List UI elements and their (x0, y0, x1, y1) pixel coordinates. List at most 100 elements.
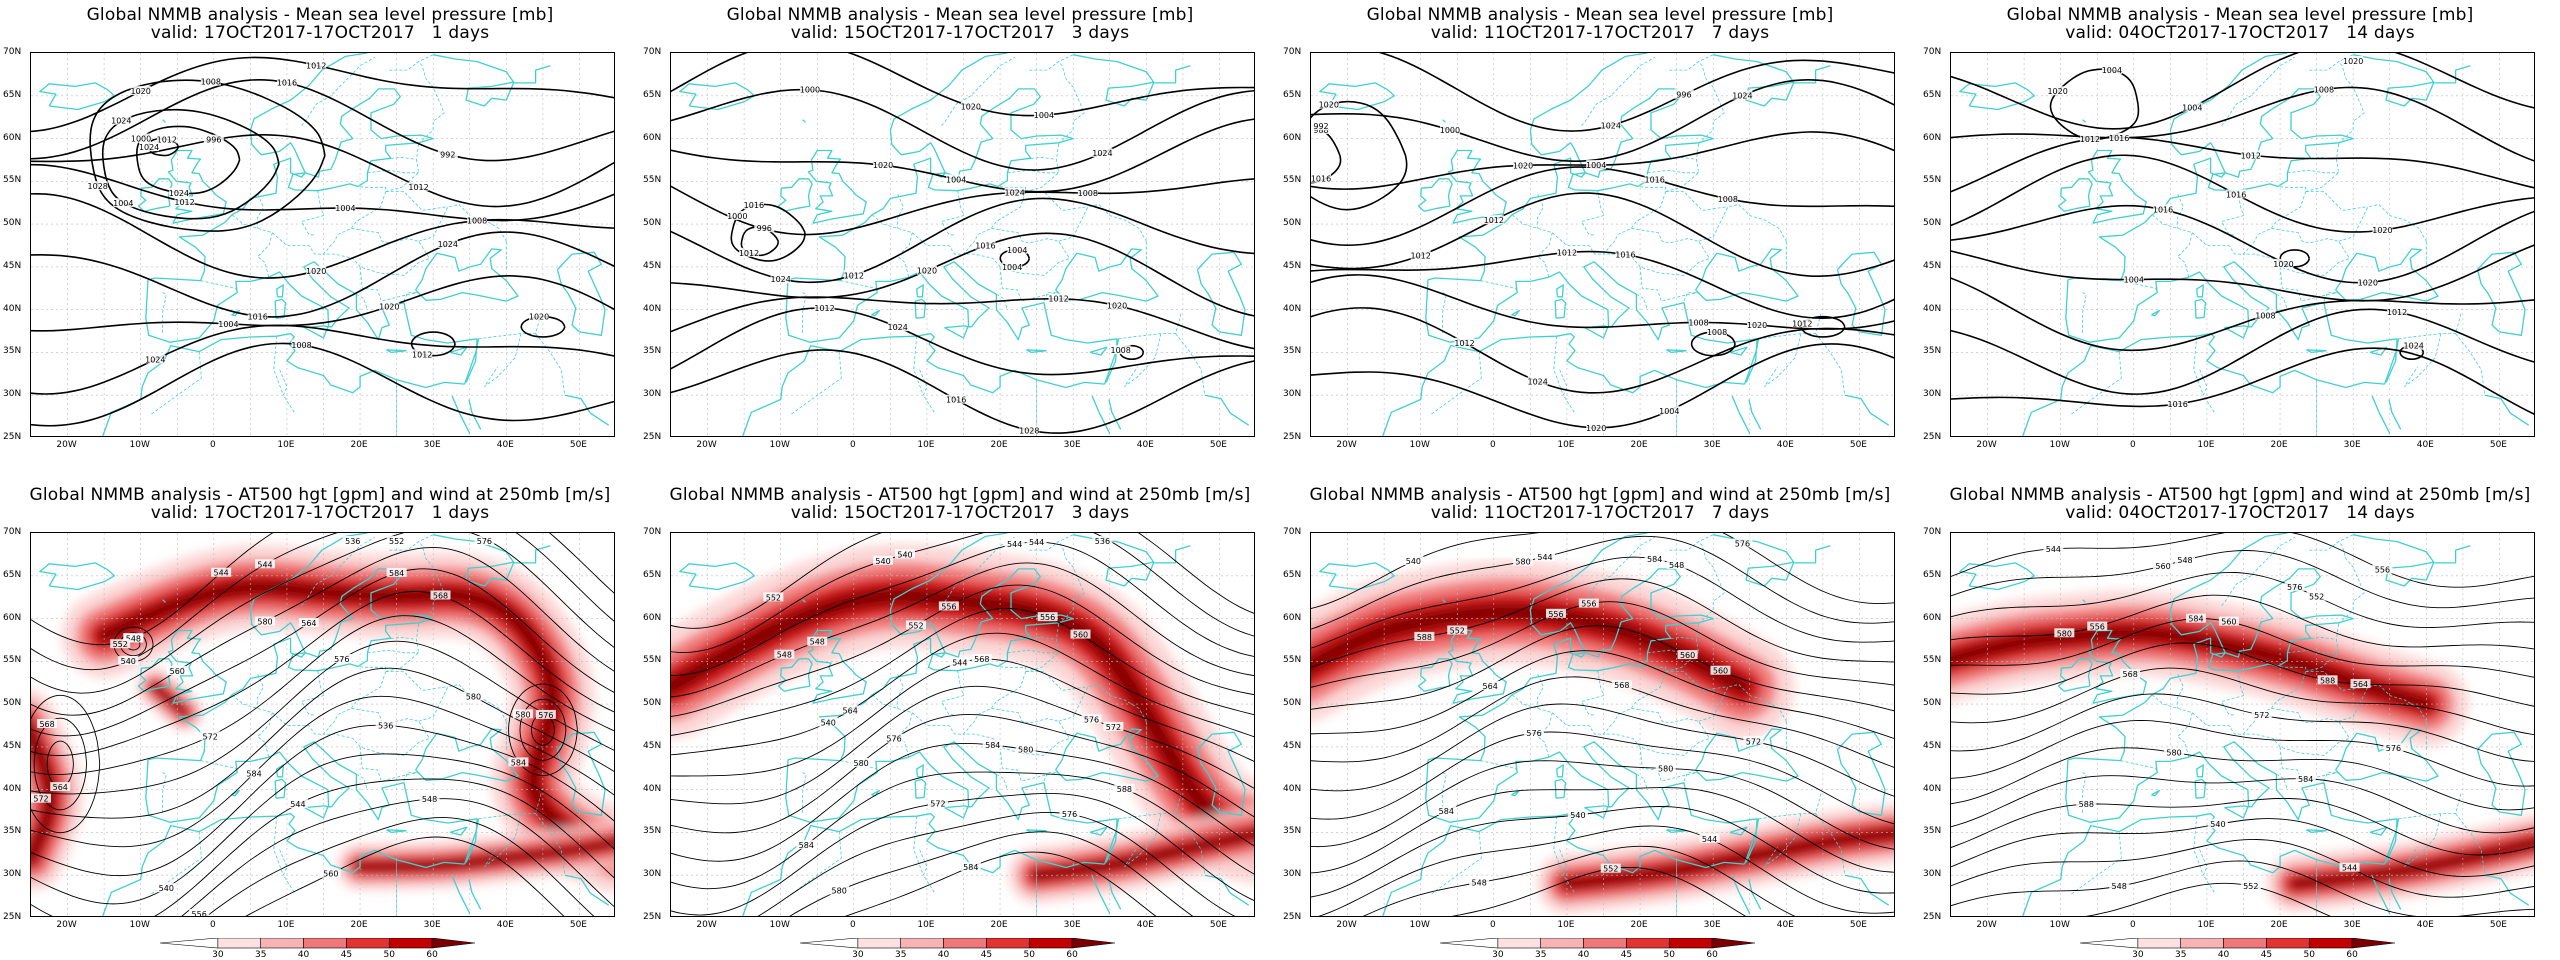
contour-label: 572 (1106, 723, 1121, 732)
coastline (2335, 248, 2439, 302)
border-line (1636, 773, 1648, 790)
contour-label-bg (1644, 553, 1665, 563)
contour-label-bg (211, 567, 232, 577)
map-frame: 996 1000 1004 1000 1004 1008 1012 1016 1020 1024 1… (670, 52, 1255, 437)
coastline (1091, 395, 1111, 434)
border-line (789, 351, 842, 416)
contour-label: 1020 (2372, 226, 2392, 235)
contour-label-bg (2403, 340, 2424, 350)
border-line (897, 194, 904, 229)
lat-tick-label: 40N (3, 783, 22, 794)
wind-colorbar: 30 35 40 45 50 60 (2080, 938, 2410, 960)
coastline (1425, 741, 1758, 863)
contour-label-bg (1436, 805, 1457, 815)
contour-label-bg (754, 223, 775, 233)
coastline (468, 879, 482, 910)
contour-label-bg (2182, 102, 2203, 112)
contour-label-bg (1110, 345, 1131, 355)
contour-label-bg (2372, 564, 2393, 574)
contour-label: 588 (2320, 676, 2335, 685)
border-line (2404, 333, 2442, 388)
coastline (742, 332, 1105, 436)
border-line (1511, 214, 1553, 278)
contour-label: 580 (2057, 629, 2072, 638)
lon-tick-label: 50E (2489, 920, 2507, 930)
coastline (1554, 298, 1567, 319)
border-line (535, 333, 566, 396)
lat-tick-label: 65N (643, 569, 662, 580)
contour-label-bg (276, 77, 297, 87)
contour-label: 1016 (248, 312, 268, 321)
coastline (2022, 332, 2385, 436)
contour-label-bg (306, 265, 327, 275)
border-line (897, 674, 904, 709)
isobar (1311, 274, 1894, 330)
contour-label-bg (1706, 327, 1727, 337)
contour-label-bg (799, 84, 820, 94)
border-line (350, 186, 387, 229)
coastlines (679, 53, 1250, 436)
border-line (149, 831, 202, 896)
lat-tick-label: 60N (643, 612, 662, 623)
contour-label-bg (1081, 714, 1102, 724)
coastlines (39, 53, 610, 436)
contour-label: 552 (1603, 865, 1618, 874)
contour-label-bg (1019, 425, 1040, 435)
map-canvas: 540 544 548 552 556 560 564 568 572 576 580 584 540 5… (1311, 533, 1894, 916)
lat-tick-label: 25N (3, 432, 22, 442)
colorbar-swatch (1071, 938, 1116, 949)
panel-title: Global NMMB analysis - AT500 hgt [gpm] a… (640, 486, 1280, 522)
border-line (1758, 792, 1822, 820)
border-line (2305, 143, 2340, 192)
lon-tick-label: 30E (2343, 440, 2361, 450)
lat-tick-label: 70N (3, 47, 22, 57)
contour-label: 1012 (1454, 339, 1474, 348)
border-line (1665, 623, 1700, 672)
contour-label: 1004 (335, 204, 355, 213)
contour-label: 568 (1614, 681, 1629, 690)
border-line (1559, 849, 1575, 893)
contour-label: 1016 (2168, 400, 2188, 409)
contour-label: 580 (1515, 558, 1530, 567)
contour-label-bg (2164, 747, 2185, 757)
contour-label-bg (145, 354, 166, 364)
contour-label-bg (342, 536, 363, 545)
lon-tick-label: 10W (2049, 440, 2070, 450)
contour-label-bg (2167, 399, 2188, 409)
contour-label-bg (375, 720, 396, 730)
map-canvas: 996 1000 1004 1000 1004 1008 1012 1016 1020 1024 1… (671, 53, 1254, 436)
contour-label-bg (2120, 669, 2141, 679)
border-line (1058, 541, 1085, 624)
contour-labels: 1004 1004 1008 1012 1016 1020 1004 1008 1012 1016… (2047, 56, 2424, 409)
contour-label-bg (1026, 536, 1047, 546)
height-contour (671, 632, 1254, 756)
contour-label-bg (2185, 613, 2206, 623)
coastline (451, 395, 471, 434)
contour-label: 1024 (438, 240, 458, 249)
map-canvas: 552 540 544 548 556 560 564 568 572 576 580 584 572 5… (671, 533, 1254, 916)
lat-tick-label: 35N (1283, 346, 1302, 357)
contour-label: 1008 (1078, 189, 1098, 198)
coastline (1959, 82, 2036, 111)
colorbar-tick-label: 30 (212, 950, 224, 960)
height-contour (31, 591, 614, 756)
contour-label-bg (118, 655, 139, 665)
lon-tick-label: 40E (2416, 920, 2434, 930)
height-contour (31, 695, 614, 848)
coastline (1196, 251, 1246, 336)
contour-label: 548 (422, 795, 437, 804)
isobar (31, 342, 614, 427)
border-line (418, 683, 507, 722)
colorbar-swatch (160, 938, 219, 949)
coastline (2194, 298, 2207, 319)
coastline (1382, 332, 1745, 436)
lat-tick-label: 55N (1283, 175, 1302, 186)
panel-title-line1: Global NMMB analysis - Mean sea level pr… (726, 5, 1194, 25)
map-canvas: 544 548 552 556 560 564 568 572 576 580 584 588 540 5… (1951, 533, 2534, 916)
coastline (2065, 741, 2398, 863)
lat-tick-label: 35N (3, 826, 22, 837)
contour-label: 552 (2309, 593, 2324, 602)
contour-label-bg (529, 311, 550, 321)
contour-label-bg (1092, 536, 1113, 545)
contour-label: 1024 (1601, 122, 1621, 131)
